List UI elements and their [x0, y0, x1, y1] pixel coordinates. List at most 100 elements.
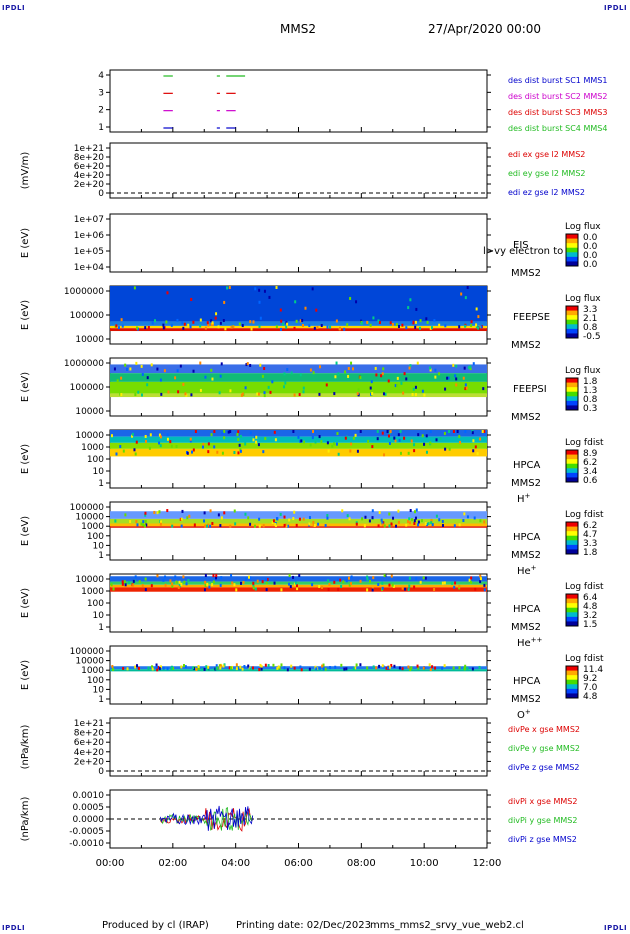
- spectrogram-pixel: [309, 443, 312, 447]
- spectrogram-pixel: [397, 520, 400, 524]
- spectrogram-pixel: [172, 666, 175, 670]
- spectrogram-pixel: [120, 393, 123, 397]
- spectrogram-pixel: [141, 584, 144, 588]
- colorbar-tick-label: 4.8: [583, 602, 598, 612]
- spectrogram-pixel: [335, 442, 338, 446]
- spectrogram-pixel: [410, 439, 413, 443]
- spectrogram-pixel: [178, 580, 181, 584]
- spectrogram-pixel: [136, 326, 139, 330]
- colorbar-title: Log fdist: [565, 510, 604, 520]
- spectrogram-pixel: [175, 580, 178, 584]
- spectrogram-pixel: [458, 325, 461, 329]
- spectrogram-pixel: [293, 510, 296, 514]
- corner-label-top-left: IPDLI: [2, 4, 26, 12]
- spectrogram-pixel: [254, 287, 257, 291]
- spectrogram-pixel: [349, 449, 352, 453]
- spectrogram-band: [110, 448, 487, 457]
- spectrogram-pixel: [438, 323, 441, 327]
- spectrogram-pixel: [233, 509, 236, 513]
- spectrogram-pixel: [183, 322, 186, 326]
- colorbar-segment: [566, 688, 578, 694]
- spectrogram-pixel: [360, 321, 363, 325]
- colorbar-segment: [566, 472, 578, 478]
- spectrogram-pixel: [171, 584, 174, 588]
- spectrogram-pixel: [294, 300, 297, 304]
- spectrogram-pixel: [232, 325, 235, 329]
- spectrogram-pixel: [112, 587, 115, 591]
- spectrogram-pixel: [213, 430, 216, 433]
- spectrogram-pixel: [414, 325, 417, 329]
- colorbar-tick-label: 0.8: [583, 395, 598, 405]
- spectrogram-pixel: [163, 369, 166, 373]
- spectrogram-pixel: [217, 325, 220, 329]
- spectrogram-pixel: [238, 443, 241, 447]
- spectrogram-pixel: [419, 580, 422, 584]
- y-axis-label: (nPa/km): [20, 797, 31, 842]
- legend-label: des dist burst SC2 MMS2: [508, 92, 607, 101]
- spacecraft-title: MMS2: [280, 22, 316, 36]
- colorbar-segment: [566, 396, 578, 402]
- spectrogram-pixel: [414, 393, 417, 397]
- corner-label-bottom-left: IPDLI: [2, 924, 26, 932]
- spectrogram-pixel: [111, 665, 114, 669]
- spectrogram-pixel: [430, 521, 433, 525]
- spectrogram-pixel: [301, 323, 304, 327]
- spectrogram-pixel: [403, 436, 406, 440]
- spectrogram-pixel: [391, 583, 394, 587]
- spectrogram-pixel: [138, 580, 141, 584]
- spectrogram-pixel: [382, 392, 385, 396]
- colorbar-segment: [566, 328, 578, 334]
- panel-frame: [109, 142, 488, 199]
- spectrogram-pixel: [368, 519, 371, 523]
- colorbar-tick-label: 0.8: [583, 323, 598, 333]
- spectrogram-pixel: [192, 320, 195, 324]
- spectrogram-pixel: [230, 666, 233, 670]
- spectrogram-pixel: [421, 434, 424, 438]
- panel-8: [106, 573, 579, 633]
- spectrogram-pixel: [371, 392, 374, 396]
- spectrogram-pixel: [114, 519, 117, 523]
- spectrogram-pixel: [147, 666, 150, 670]
- instrument-label: HPCA: [513, 676, 541, 687]
- spectrogram-pixel: [219, 524, 222, 528]
- y-tick-label: 100000: [70, 383, 105, 393]
- y-tick-label: 1000: [81, 522, 104, 532]
- y-tick-label: 100: [87, 455, 104, 465]
- spectrogram-pixel: [326, 441, 329, 445]
- spectrogram-pixel: [299, 439, 302, 443]
- spectrogram-pixel: [397, 325, 400, 329]
- spectrogram-pixel: [207, 523, 210, 527]
- colorbar-segment: [566, 243, 578, 249]
- spectrogram-pixel: [239, 665, 242, 669]
- spectrogram-pixel: [255, 440, 258, 444]
- spectrogram-pixel: [280, 319, 283, 323]
- spectrogram-pixel: [259, 363, 262, 367]
- spectrogram-pixel: [180, 524, 183, 528]
- spectrogram-pixel: [322, 663, 325, 667]
- spectrogram-pixel: [415, 508, 418, 512]
- colorbar-tick-label: 8.9: [583, 449, 598, 459]
- spectrogram-pixel: [357, 388, 360, 392]
- spectrogram-pixel: [252, 586, 255, 590]
- spectrogram-pixel: [479, 519, 482, 523]
- spectrogram-pixel: [458, 584, 461, 588]
- spectrogram-pixel: [411, 392, 414, 396]
- spectrogram-pixel: [295, 319, 298, 323]
- spectrogram-pixel: [370, 380, 373, 384]
- spectrogram-pixel: [401, 667, 404, 671]
- spectrogram-pixel: [354, 433, 357, 437]
- spectrogram-pixel: [258, 300, 261, 304]
- spectrogram-pixel: [136, 523, 139, 527]
- colorbar-tick-label: 7.0: [583, 683, 598, 693]
- y-tick-label: 4: [98, 71, 104, 81]
- spectrogram-pixel: [364, 515, 367, 519]
- colorbar-segment: [566, 400, 578, 406]
- spectrogram-pixel: [288, 574, 291, 577]
- colorbar-segment: [566, 603, 578, 609]
- spectrogram-pixel: [327, 449, 330, 453]
- spectrogram-pixel: [132, 583, 135, 587]
- colorbar-segment: [566, 319, 578, 325]
- spectrogram-band: [110, 669, 487, 672]
- spectrogram-pixel: [144, 520, 147, 524]
- spectrogram-pixel: [453, 585, 456, 589]
